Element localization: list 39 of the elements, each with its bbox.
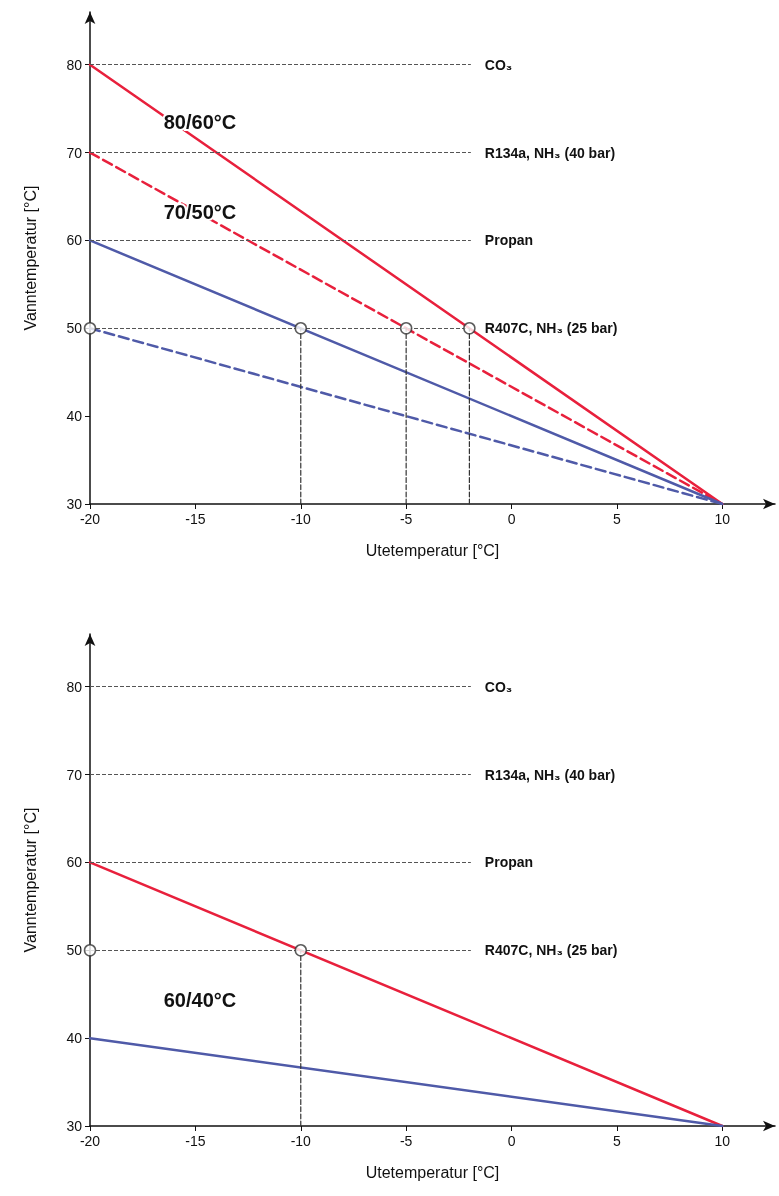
x-axis-title: Utetemperatur [°C]: [365, 1163, 500, 1181]
ref-line-label: Propan: [484, 854, 534, 871]
x-axis-title: Utetemperatur [°C]: [365, 541, 500, 559]
y-tick-label: 30: [66, 496, 83, 512]
y-tick-label: 40: [66, 408, 83, 425]
x-tick-label: 10: [714, 1133, 731, 1149]
y-axis-title: Vanntemperatur [°C]: [21, 807, 39, 953]
y-tick-label: 50: [66, 942, 83, 959]
x-tick-label: -10: [290, 1133, 312, 1149]
x-tick-label: -20: [79, 511, 101, 527]
ref-line-label: R407C, NH₃ (25 bar): [484, 942, 618, 959]
ref-line-label: R134a, NH₃ (40 bar): [484, 144, 616, 161]
x-tick-label: -15: [185, 1133, 206, 1149]
x-tick-label: -10: [290, 511, 312, 527]
x-tick-label: 0: [507, 1133, 516, 1149]
y-tick-label: 70: [66, 144, 83, 161]
x-tick-label: 5: [613, 1133, 622, 1149]
ref-line-label: Propan: [484, 232, 534, 249]
x-tick-label: 0: [507, 511, 516, 527]
ref-line-label: R134a, NH₃ (40 bar): [484, 766, 616, 783]
ref-line-label: CO₃: [484, 56, 513, 73]
y-tick-label: 60: [66, 854, 83, 871]
y-tick-label: 70: [66, 766, 83, 783]
y-axis-title: Vanntemperatur [°C]: [21, 185, 39, 331]
y-tick-label: 60: [66, 232, 83, 249]
y-tick-label: 50: [66, 320, 83, 337]
annotation: 60/40°C: [163, 989, 237, 1011]
x-tick-label: 5: [613, 511, 622, 527]
x-tick-label: 10: [714, 511, 731, 527]
x-tick-label: -20: [79, 1133, 101, 1149]
x-tick-label: -5: [399, 511, 413, 527]
y-tick-label: 30: [66, 1118, 83, 1134]
ref-line-label: CO₃: [484, 678, 513, 695]
x-tick-label: -5: [399, 1133, 413, 1149]
ref-line-label: R407C, NH₃ (25 bar): [484, 320, 618, 337]
x-tick-label: -15: [185, 511, 206, 527]
y-tick-label: 80: [66, 678, 83, 695]
y-tick-label: 80: [66, 56, 83, 73]
y-tick-label: 40: [66, 1030, 83, 1047]
